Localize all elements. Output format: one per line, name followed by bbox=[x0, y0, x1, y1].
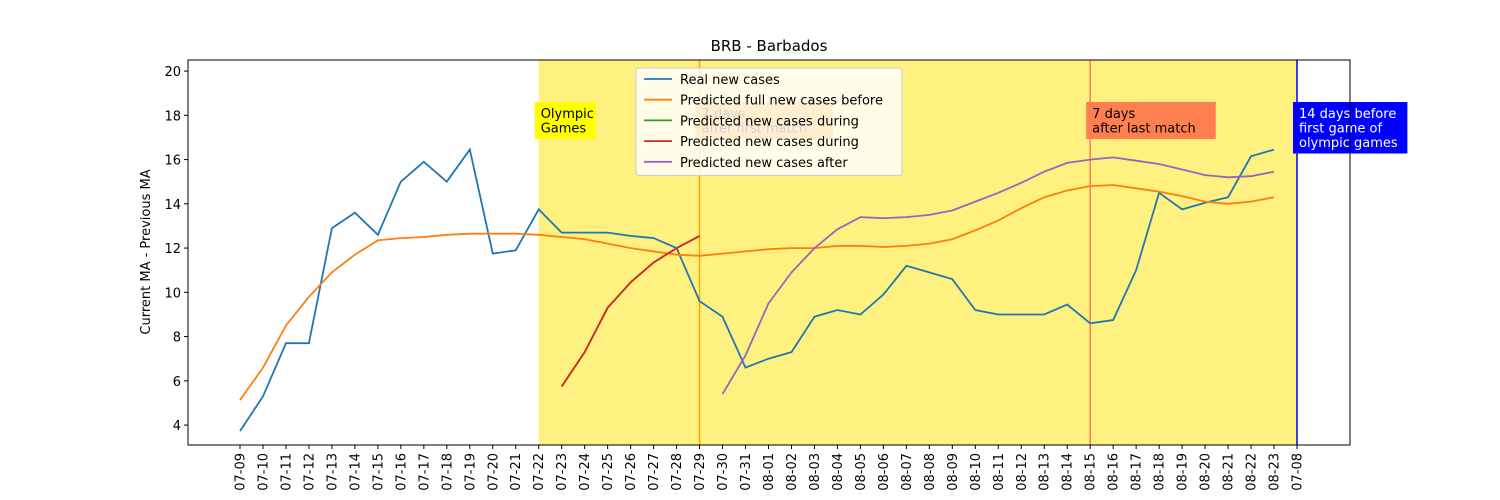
series-line bbox=[239, 147, 1275, 432]
annotation-box bbox=[534, 102, 596, 139]
legend-label: Predicted new cases after bbox=[680, 156, 848, 171]
y-tick-label: 6 bbox=[173, 375, 181, 390]
x-tick-label: 07-24 bbox=[578, 453, 593, 491]
y-tick-label: 20 bbox=[164, 65, 181, 80]
x-tick-label: 07-08 bbox=[1290, 453, 1305, 491]
y-tick-label: 8 bbox=[173, 331, 181, 346]
x-tick-label: 08-12 bbox=[1015, 453, 1030, 491]
annotation-text: Olympic Games bbox=[541, 107, 594, 137]
x-tick-label: 07-30 bbox=[716, 453, 731, 491]
x-tick-label: 08-14 bbox=[1061, 453, 1076, 491]
x-tick-label: 08-02 bbox=[785, 453, 800, 491]
series-line bbox=[560, 235, 701, 387]
x-tick-label: 07-09 bbox=[234, 453, 249, 491]
x-tick-label: 08-07 bbox=[900, 453, 915, 491]
x-tick-label: 08-08 bbox=[923, 453, 938, 491]
plot-frame bbox=[187, 59, 1351, 446]
x-tick-label: 08-17 bbox=[1130, 453, 1145, 491]
annotation-line: olympic games bbox=[1299, 136, 1398, 151]
y-tick-label: 16 bbox=[164, 154, 181, 169]
x-tick-label: 08-04 bbox=[831, 453, 846, 491]
x-tick-label: 08-06 bbox=[877, 453, 892, 491]
y-tick-label: 18 bbox=[164, 109, 181, 124]
x-tick-label: 07-17 bbox=[417, 453, 432, 491]
annotation-text: 14 days before first game of olympic games bbox=[1299, 107, 1398, 151]
x-tick-label: 08-13 bbox=[1038, 453, 1053, 491]
series-line bbox=[239, 184, 1275, 401]
x-tick-label: 08-22 bbox=[1245, 453, 1260, 491]
x-tick-label: 07-15 bbox=[371, 453, 386, 491]
x-tick-label: 08-11 bbox=[992, 453, 1007, 491]
x-tick-label: 08-23 bbox=[1268, 453, 1283, 491]
y-tick-label: 12 bbox=[164, 242, 181, 257]
legend-label: Real new cases bbox=[680, 73, 780, 88]
annotation-box bbox=[1086, 102, 1216, 139]
x-tick-label: 08-16 bbox=[1107, 453, 1122, 491]
x-tick-label: 08-09 bbox=[946, 453, 961, 491]
x-tick-label: 08-18 bbox=[1153, 453, 1168, 491]
y-axis-label: Current MA - Previous MA bbox=[139, 169, 154, 334]
x-tick-label: 08-01 bbox=[762, 453, 777, 491]
x-tick-label: 07-20 bbox=[486, 453, 501, 491]
x-tick-label: 07-22 bbox=[532, 453, 547, 491]
annotation-text: 7 days after last match bbox=[1092, 107, 1196, 137]
x-tick-label: 08-21 bbox=[1222, 453, 1237, 491]
x-tick-label: 08-19 bbox=[1176, 453, 1191, 491]
x-tick-label: 07-18 bbox=[440, 453, 455, 491]
annotation-line: first game of bbox=[1299, 122, 1383, 137]
x-tick-label: 08-10 bbox=[969, 453, 984, 491]
x-tick-label: 07-27 bbox=[647, 453, 662, 491]
y-tick-label: 14 bbox=[164, 198, 181, 213]
x-tick-label: 07-26 bbox=[624, 453, 639, 491]
x-tick-label: 07-11 bbox=[279, 453, 294, 491]
x-tick-label: 07-12 bbox=[302, 453, 317, 491]
legend-box bbox=[635, 67, 903, 176]
x-tick-label: 08-03 bbox=[808, 453, 823, 491]
x-tick-label: 07-13 bbox=[325, 453, 340, 491]
legend-label: Predicted new cases during bbox=[680, 114, 859, 129]
annotation-line: 14 days before bbox=[1299, 107, 1396, 122]
x-tick-label: 07-23 bbox=[555, 453, 570, 491]
x-tick-label: 08-20 bbox=[1199, 453, 1214, 491]
x-tick-label: 07-14 bbox=[348, 453, 363, 491]
x-tick-label: 08-05 bbox=[854, 453, 869, 491]
chart-title: BRB - Barbados bbox=[711, 37, 828, 55]
x-tick-label: 07-16 bbox=[394, 453, 409, 491]
x-tick-label: 07-19 bbox=[463, 453, 478, 491]
annotation-line: 7 days bbox=[1092, 107, 1135, 122]
x-tick-label: 07-28 bbox=[670, 453, 685, 491]
y-tick-label: 4 bbox=[173, 419, 181, 434]
x-tick-label: 08-15 bbox=[1084, 453, 1099, 491]
x-tick-label: 07-10 bbox=[256, 453, 271, 491]
x-tick-label: 07-25 bbox=[601, 453, 616, 491]
annotation-line: Olympic bbox=[541, 107, 594, 122]
x-tick-label: 07-29 bbox=[693, 453, 708, 491]
series-line bbox=[721, 156, 1275, 395]
x-tick-label: 07-21 bbox=[509, 453, 524, 491]
annotation-line: after last match bbox=[1092, 122, 1196, 137]
annotation-line: Games bbox=[541, 122, 587, 137]
x-tick-label: 07-31 bbox=[739, 453, 754, 491]
legend-label: Predicted full new cases before bbox=[680, 94, 883, 109]
legend-label: Predicted new cases during bbox=[680, 135, 859, 150]
y-tick-label: 10 bbox=[164, 286, 181, 301]
